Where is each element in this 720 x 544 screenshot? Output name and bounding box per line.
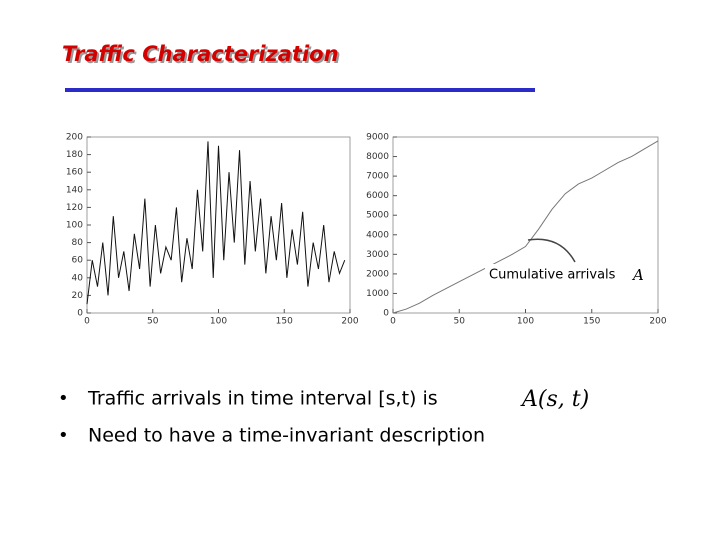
- x-tick-label: 100: [210, 317, 227, 327]
- bullet-dot: •: [58, 425, 69, 446]
- y-tick-label: 7000: [366, 172, 389, 182]
- bullet-dot: •: [58, 388, 69, 409]
- x-tick-label: 150: [583, 317, 600, 327]
- bullet-text: Traffic arrivals in time interval [s,t) …: [87, 388, 438, 410]
- y-tick-label: 0: [383, 309, 389, 319]
- title-underline: [65, 88, 535, 92]
- x-tick-label: 50: [454, 317, 466, 327]
- y-tick-label: 5000: [366, 211, 389, 221]
- annotation-math: A: [631, 266, 644, 284]
- y-tick-label: 6000: [366, 191, 389, 201]
- bullet-math: A(s, t): [520, 387, 589, 412]
- title: Traffic Characterization: [62, 42, 339, 66]
- x-tick-label: 200: [341, 317, 358, 327]
- x-tick-label: 200: [649, 317, 666, 327]
- x-tick-label: 0: [390, 317, 396, 327]
- y-tick-label: 9000: [366, 133, 389, 143]
- plot-frame: [86, 136, 351, 314]
- y-tick-label: 3000: [366, 250, 389, 260]
- data-line: [392, 140, 659, 314]
- title-shadow: Traffic Characterization: [64, 44, 341, 68]
- annotation-arrow: [527, 238, 576, 263]
- y-tick-label: 8000: [366, 152, 389, 162]
- plot-frame: [392, 136, 659, 314]
- y-tick-label: 60: [72, 256, 84, 266]
- y-tick-label: 4000: [366, 230, 389, 240]
- bullet-text: Need to have a time-invariant descriptio…: [88, 425, 485, 447]
- y-tick-label: 0: [77, 309, 83, 319]
- y-tick-label: 100: [66, 221, 83, 231]
- y-tick-label: 20: [72, 291, 84, 301]
- x-tick-label: 100: [517, 317, 534, 327]
- x-tick-label: 50: [147, 317, 159, 327]
- y-tick-label: 180: [66, 150, 83, 160]
- y-tick-label: 1000: [366, 289, 389, 299]
- x-tick-label: 0: [84, 317, 90, 327]
- y-tick-label: 160: [66, 168, 83, 178]
- y-tick-label: 200: [66, 133, 83, 143]
- y-tick-label: 2000: [366, 269, 389, 279]
- y-tick-label: 140: [66, 185, 83, 195]
- y-tick-label: 120: [66, 203, 83, 213]
- annotation-bg: [485, 264, 655, 286]
- x-tick-label: 150: [276, 317, 293, 327]
- y-tick-label: 40: [72, 273, 84, 283]
- data-line: [86, 141, 346, 305]
- annotation-text: Cumulative arrivals: [489, 268, 616, 283]
- y-tick-label: 80: [72, 238, 84, 248]
